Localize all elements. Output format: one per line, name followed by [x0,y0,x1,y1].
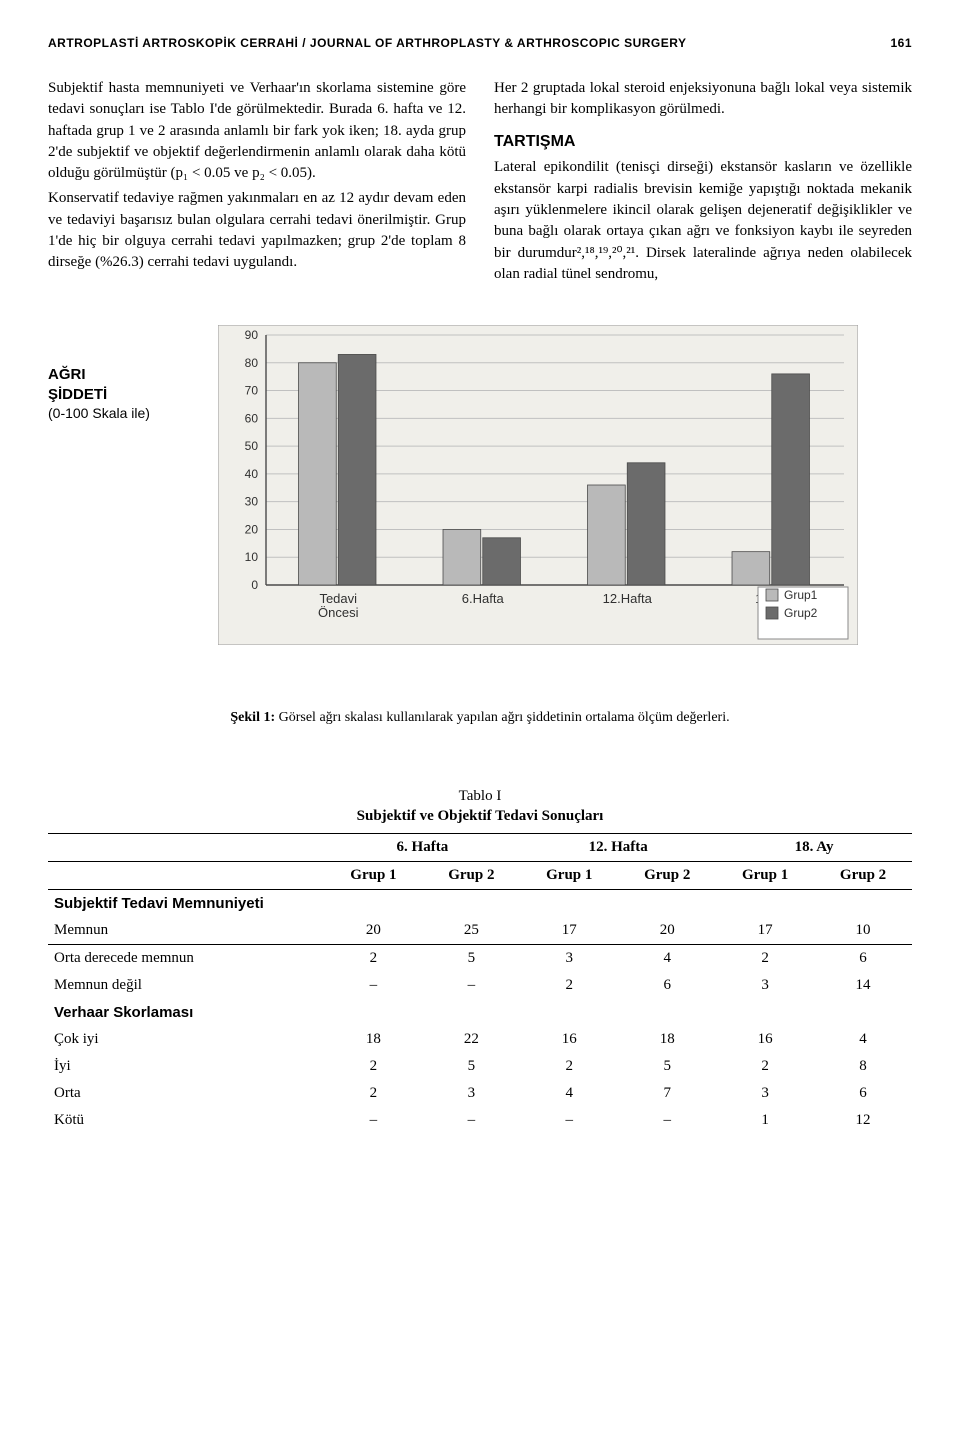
figure-caption: Şekil 1: Görsel ağrı skalası kullanılara… [48,710,912,726]
running-header: ARTROPLASTİ ARTROSKOPİK CERRAHİ / JOURNA… [48,36,912,50]
para-left-2: Konservatif tedaviye rağmen yakınmaları … [48,188,466,273]
svg-text:40: 40 [245,467,259,481]
para-right-2: Lateral epikondilit (tenisçi dirseği) ek… [494,157,912,285]
svg-text:90: 90 [245,328,259,342]
y-label-line-3: (0-100 Skala ile) [48,404,198,422]
svg-text:Grup1: Grup1 [784,588,818,602]
chart-y-axis-label: AĞRI ŞİDDETİ (0-100 Skala ile) [48,325,198,422]
svg-text:12.Hafta: 12.Hafta [603,591,653,606]
y-label-line-2: ŞİDDETİ [48,385,198,405]
results-table: 6. Hafta12. Hafta18. AyGrup 1Grup 2Grup … [48,833,912,1134]
svg-text:30: 30 [245,495,259,509]
figure-caption-text: Görsel ağrı skalası kullanılarak yapılan… [275,710,729,725]
svg-text:60: 60 [245,411,259,425]
svg-text:0: 0 [251,578,258,592]
table-title: Tablo I Subjektif ve Objektif Tedavi Son… [48,786,912,827]
svg-text:Tedavi: Tedavi [319,591,357,606]
svg-text:70: 70 [245,384,259,398]
table-1: Tablo I Subjektif ve Objektif Tedavi Son… [48,786,912,1134]
bar-chart-svg: 0 10 20 30 40 50 60 70 80 90 TedaviÖncesi 6.Hafta 12… [218,325,858,645]
y-label-line-1: AĞRI [48,365,198,385]
journal-title: ARTROPLASTİ ARTROSKOPİK CERRAHİ / JOURNA… [48,36,686,50]
svg-text:6.Hafta: 6.Hafta [462,591,505,606]
para-right-1: Her 2 gruptada lokal steroid enjeksiyonu… [494,78,912,121]
figure-caption-lead: Şekil 1: [230,710,275,725]
svg-text:20: 20 [245,523,259,537]
body-columns: Subjektif hasta memnuniyeti ve Verhaar'ı… [48,78,912,285]
page-number: 161 [890,36,912,50]
figure-row: AĞRI ŞİDDETİ (0-100 Skala ile) 0 10 20 30 40… [48,325,912,650]
svg-text:80: 80 [245,356,259,370]
para-left-1: Subjektif hasta memnuniyeti ve Verhaar'ı… [48,78,466,184]
svg-text:Grup2: Grup2 [784,606,818,620]
svg-text:50: 50 [245,439,259,453]
page-root: ARTROPLASTİ ARTROSKOPİK CERRAHİ / JOURNA… [0,0,960,1194]
figure-1: AĞRI ŞİDDETİ (0-100 Skala ile) 0 10 20 30 40… [48,325,912,726]
section-heading-tartisma: TARTIŞMA [494,131,912,154]
table-title-text: Subjektif ve Objektif Tedavi Sonuçları [357,808,604,824]
svg-text:10: 10 [245,550,259,564]
table-overline: Tablo I [459,788,502,804]
bar-chart: 0 10 20 30 40 50 60 70 80 90 TedaviÖncesi 6.Hafta 12… [218,325,912,650]
svg-text:Öncesi: Öncesi [318,605,359,620]
